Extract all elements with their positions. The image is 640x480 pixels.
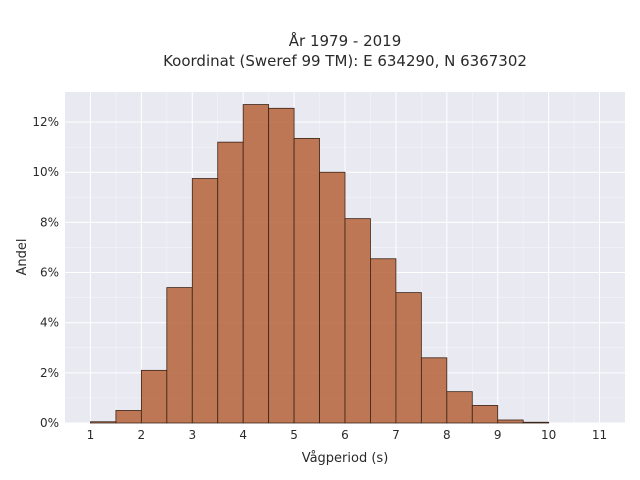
x-tick-label: 1 [87,428,95,442]
x-axis-label: Vågperiod (s) [302,451,389,466]
histogram-bar [191,178,219,424]
histogram-bar [293,137,320,424]
histogram-bar [90,421,117,424]
histogram-bar [497,419,524,424]
histogram-bar [115,410,142,424]
x-tick-label: 4 [239,428,247,442]
y-tick-labels: 0% 2% 4% 6% 8% 10% 12% [32,115,59,430]
histogram-bar [268,107,295,424]
x-tick-label: 9 [494,428,502,442]
y-tick-label: 12% [32,115,59,129]
histogram-bar [446,391,473,424]
x-tick-label: 11 [592,428,607,442]
histogram-bar [217,141,244,424]
histogram-bar [471,405,499,424]
histogram-bar [522,421,550,424]
y-tick-label: 4% [40,316,59,330]
y-tick-label: 2% [40,366,59,380]
histogram-bar [395,292,422,424]
x-tick-label: 10 [541,428,556,442]
x-tick-label: 3 [188,428,196,442]
x-tick-label: 7 [392,428,400,442]
y-tick-label: 6% [40,266,59,280]
histogram-bar [344,218,371,424]
histogram-bar [420,357,448,424]
histogram-bar [319,171,346,424]
histogram-bar [166,287,193,424]
y-tick-label: 10% [32,165,59,179]
chart-title-line1: År 1979 - 2019 [289,31,402,50]
x-tick-label: 2 [138,428,146,442]
bars [90,104,550,424]
histogram-bar [370,258,397,424]
x-tick-label: 8 [443,428,451,442]
x-tick-label: 5 [290,428,298,442]
histogram-bar [242,104,270,424]
y-tick-label: 0% [40,416,59,430]
y-axis-label: Andel [15,239,30,276]
chart-title-line2: Koordinat (Sweref 99 TM): E 634290, N 63… [163,52,527,70]
x-tick-labels: 1 2 3 4 5 6 7 8 9 10 11 [87,428,608,442]
histogram-bar [140,369,168,424]
x-tick-label: 6 [341,428,349,442]
y-tick-label: 8% [40,215,59,229]
